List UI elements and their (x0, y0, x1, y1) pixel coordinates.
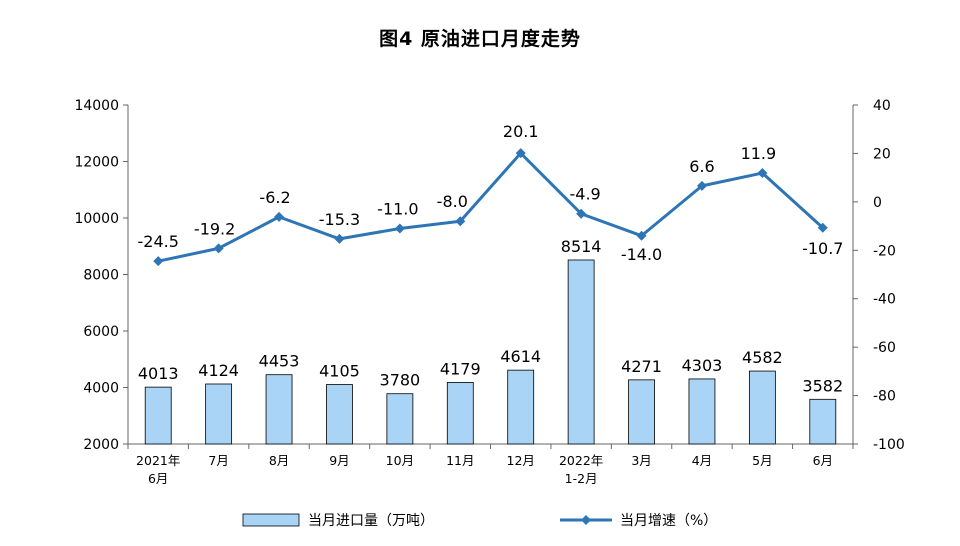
line-value-label: -4.9 (570, 185, 601, 204)
y-right-tick-label: -100 (873, 437, 905, 453)
y-left-tick-label: 6000 (83, 324, 119, 340)
bar-value-label: 4179 (440, 359, 481, 378)
line-value-label: -10.7 (802, 239, 843, 258)
y-right-tick-label: 40 (873, 98, 891, 114)
x-tick-label: 4月 (692, 453, 712, 468)
legend-bar-label: 当月进口量（万吨） (308, 513, 434, 529)
bar (446, 382, 474, 445)
y-right-tick-label: 0 (873, 195, 882, 211)
bar-value-label: 4453 (259, 352, 300, 371)
line-value-label: -14.0 (621, 245, 662, 264)
line-value-label: -8.0 (437, 192, 468, 211)
bar (688, 378, 716, 445)
line-value-label: -24.5 (138, 232, 179, 251)
x-tick-label: 1-2月 (565, 471, 598, 486)
y-right-tick-label: -40 (873, 292, 896, 308)
line-point-marker (515, 148, 526, 159)
axes: 2000 4000 6000 8000 10000 12000 14000 -100 -80 -6… (74, 98, 904, 453)
y-left-tick-label: 8000 (83, 268, 119, 284)
legend-line-marker (581, 515, 591, 525)
line-point-marker (455, 216, 466, 227)
x-tick-label: 7月 (208, 453, 228, 468)
line-point-marker (696, 180, 707, 191)
line-point-marker (757, 168, 768, 179)
y-left-tick-label: 14000 (74, 98, 119, 114)
y-right-tick-label: -20 (873, 243, 896, 259)
x-tick-label: 12月 (507, 453, 535, 468)
y-right-tick-label: -80 (873, 389, 896, 405)
bar (748, 370, 776, 445)
line-point-marker (334, 233, 345, 244)
x-tick-label: 2022年 (559, 453, 603, 468)
x-tick-label: 6月 (813, 453, 833, 468)
bar-value-label: 3582 (802, 376, 843, 395)
y-left-tick-label: 2000 (83, 437, 119, 453)
bar (205, 383, 233, 445)
bar-value-label: 4303 (682, 356, 723, 375)
y-left-tick-label: 4000 (83, 381, 119, 397)
line-value-label: 20.1 (503, 122, 539, 141)
line-value-label: -6.2 (259, 188, 290, 207)
bar (507, 369, 535, 445)
chart-title: 图4 原油进口月度走势 (379, 28, 581, 50)
line-point-marker (153, 256, 164, 267)
legend: 当月进口量（万吨） 当月增速（%） (242, 513, 717, 529)
legend-bar-swatch (242, 513, 300, 527)
line-value-labels: -24.5 -19.2 -6.2 -15.3 -11.0 -8.0 20.1 -4.9 -14.… (138, 122, 844, 264)
bar (265, 374, 293, 445)
line-value-label: 11.9 (741, 144, 777, 163)
x-tick-label: 11月 (446, 453, 474, 468)
y-left-tick-label: 10000 (74, 211, 119, 227)
bar-value-label: 4013 (138, 364, 179, 383)
bar-value-label: 4105 (319, 362, 360, 381)
line-point-marker (213, 243, 224, 254)
bar (628, 379, 655, 445)
line-point-marker (817, 222, 828, 233)
y-right-tick-label: -60 (873, 340, 896, 356)
bar-series (144, 259, 837, 445)
bar (326, 384, 353, 445)
x-tick-label: 6月 (148, 471, 168, 486)
x-tick-label: 2021年 (136, 453, 180, 468)
bar (809, 398, 837, 445)
y-right-tick-label: 20 (873, 146, 891, 162)
bar-value-label: 4582 (742, 348, 783, 367)
line-series (153, 148, 828, 267)
line-value-label: -15.3 (319, 210, 360, 229)
line-value-label: 6.6 (689, 157, 714, 176)
line-point-marker (576, 208, 587, 219)
bar-value-label: 3780 (380, 371, 421, 390)
line-value-label: -19.2 (194, 219, 235, 238)
bar-value-label: 4271 (621, 357, 662, 376)
x-tick-label: 3月 (631, 453, 651, 468)
bar-value-label: 8514 (561, 237, 602, 256)
x-tick-label: 9月 (329, 453, 349, 468)
legend-line-label: 当月增速（%） (620, 513, 717, 529)
line-point-marker (274, 211, 285, 222)
y-left-tick-label: 12000 (74, 155, 119, 171)
bar-value-labels: 4013 4124 4453 4105 3780 4179 4614 8514 4271 4303… (138, 237, 843, 395)
bar-value-label: 4614 (500, 347, 541, 366)
line-point-marker (394, 223, 405, 234)
x-tick-label: 5月 (752, 453, 772, 468)
bar-value-label: 4124 (198, 361, 239, 380)
x-tick-label: 8月 (269, 453, 289, 468)
x-tick-labels: 2021年 6月 7月 8月 9月 10月 11月 12月 2022年 1-2月 3月 4月 5月 6月 (136, 453, 833, 486)
line-value-label: -11.0 (377, 199, 418, 218)
bar (386, 393, 414, 445)
line-point-marker (636, 230, 647, 241)
bar (567, 259, 595, 445)
growth-line (157, 151, 824, 263)
x-tick-label: 10月 (386, 453, 414, 468)
bar (144, 386, 172, 445)
